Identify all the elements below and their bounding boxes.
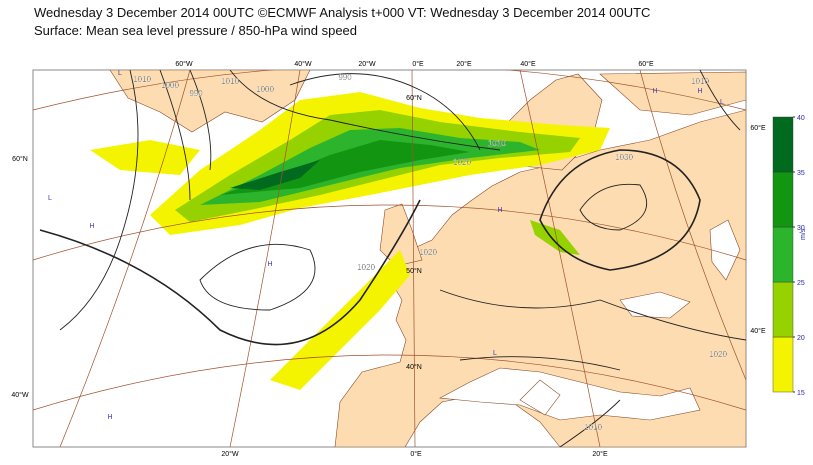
colorbar-band — [772, 226, 794, 283]
pressure-centre: H — [697, 88, 702, 95]
graticule — [33, 70, 746, 447]
lon-label: 40°E — [520, 60, 536, 68]
colorbar-tick-label: 25 — [797, 280, 805, 287]
isobar-label: 990 — [189, 89, 203, 98]
lat-label: 60°N — [12, 155, 28, 163]
isobar-label: 1010 — [133, 75, 151, 84]
wind-shading — [90, 92, 610, 390]
lat-label: 50°N — [406, 267, 422, 275]
colorbar-tick-label: 30 — [797, 225, 805, 232]
colorbar-tick-label: 40 — [797, 115, 805, 122]
colorbar-band — [772, 281, 794, 338]
isobar-label: 1020 — [357, 263, 375, 272]
isobar-label: 1010 — [221, 77, 239, 86]
subtitle: Surface: Mean sea level pressure / 850-h… — [34, 23, 358, 38]
pressure-centre: H — [107, 414, 112, 421]
colorbar-band — [772, 171, 794, 228]
lon-label: 20°E — [592, 450, 608, 458]
isobar-label: 1010 — [691, 77, 709, 86]
colorbar-tick-label: 15 — [797, 390, 805, 397]
lon-label: 0°E — [410, 450, 422, 458]
isobar-label: 990 — [338, 73, 352, 82]
map-layers — [33, 70, 746, 447]
lat-label: 60°N — [406, 94, 422, 102]
title: Wednesday 3 December 2014 00UTC ©ECMWF A… — [34, 5, 651, 20]
colorbar-unit: m/s — [800, 228, 807, 240]
pressure-centre: L — [493, 350, 497, 357]
isobar-label: 1000 — [161, 81, 179, 90]
pressure-centre: H — [497, 207, 502, 214]
lon-label: 20°W — [221, 450, 239, 458]
isobar-label: 1020 — [453, 158, 471, 167]
isobar-label: 1010 — [488, 139, 506, 148]
pressure-centre: H — [267, 261, 272, 268]
isobar-label: 1020 — [709, 350, 727, 359]
isobar-label: 1000 — [256, 85, 274, 94]
lat-label: 60°E — [750, 124, 766, 132]
colorbar-band — [772, 116, 794, 173]
pressure-centre: L — [720, 99, 724, 106]
colorbar-tick-label: 35 — [797, 170, 805, 177]
seas — [438, 219, 741, 421]
lat-label: 40°W — [11, 391, 29, 399]
lon-label: 60°E — [638, 60, 654, 68]
lon-label: 20°W — [358, 60, 376, 68]
lon-label: 0°E — [412, 60, 424, 68]
lon-label: 40°W — [294, 60, 312, 68]
lon-label: 20°E — [456, 60, 472, 68]
colorbar-band — [772, 336, 794, 393]
isobar-label: 1020 — [419, 248, 437, 257]
pressure-centre: H — [89, 223, 94, 230]
colorbar-tick-label: 20 — [797, 335, 805, 342]
lon-label: 60°W — [175, 60, 193, 68]
isobar-label: 1030 — [615, 153, 633, 162]
lat-label: 40°N — [406, 363, 422, 371]
pressure-centre: H — [652, 88, 657, 95]
isobars — [39, 70, 746, 447]
pressure-centre: L — [48, 195, 52, 202]
pressure-centre: L — [118, 70, 122, 77]
lat-label: 40°E — [750, 327, 766, 335]
isobar-label: 1010 — [584, 423, 602, 432]
